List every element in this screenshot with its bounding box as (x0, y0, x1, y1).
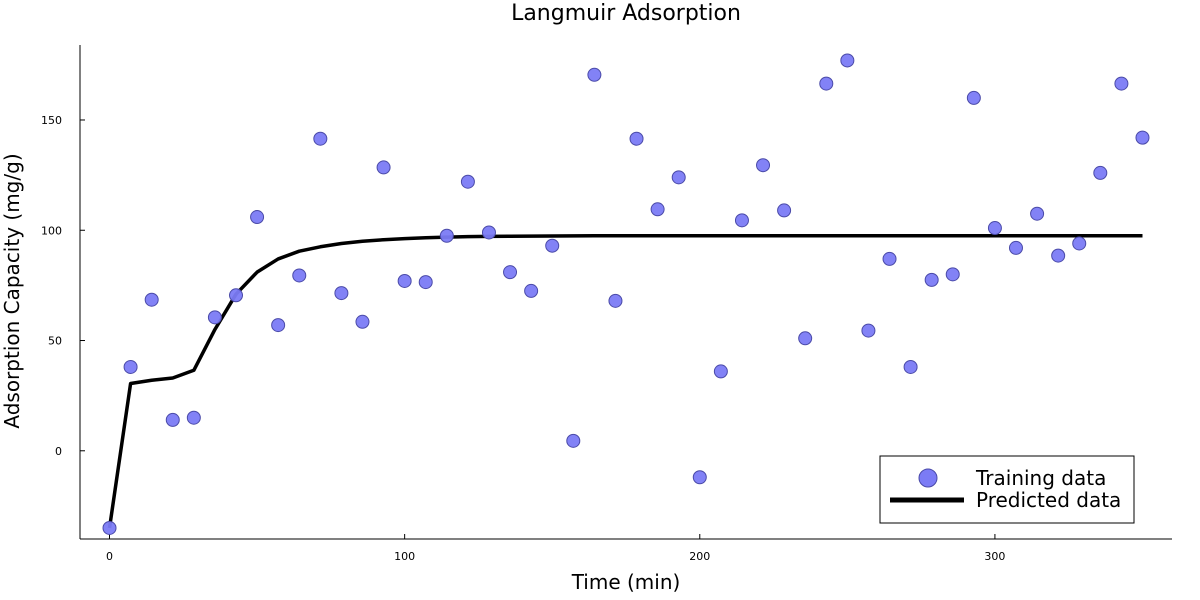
training-data-point (1135, 130, 1150, 145)
training-data-point (587, 67, 602, 82)
training-data-point (481, 225, 496, 240)
training-data-point (924, 272, 939, 287)
y-axis-label: Adsorption Capacity (mg/g) (0, 153, 24, 428)
training-data-point (460, 174, 475, 189)
training-data-point (545, 238, 560, 253)
training-data-point (207, 310, 222, 325)
training-data-point (376, 160, 391, 175)
x-tick-label: 0 (106, 550, 113, 563)
x-ticks: 0 100 200 300 (106, 534, 1005, 563)
training-data-point (123, 359, 138, 374)
legend: Training data Predicted data (879, 455, 1135, 524)
y-tick-label: 100 (41, 224, 62, 237)
training-data-point (355, 314, 370, 329)
x-tick-label: 300 (984, 550, 1005, 563)
training-data-point (840, 53, 855, 68)
training-data-point (271, 318, 286, 333)
x-axis-label: Time (min) (571, 570, 681, 594)
training-data-point (819, 76, 834, 91)
training-data-point (1114, 76, 1129, 91)
training-data-point (144, 292, 159, 307)
predicted-data-line (107, 234, 1143, 529)
training-data-point (713, 364, 728, 379)
training-data-point (439, 228, 454, 243)
plot-area (102, 53, 1150, 535)
training-data-point (165, 412, 180, 427)
training-data-point (397, 273, 412, 288)
training-data-point (418, 275, 433, 290)
training-data-point (903, 359, 918, 374)
training-data-point (1008, 240, 1023, 255)
chart-title: Langmuir Adsorption (511, 1, 741, 26)
training-data-point (966, 90, 981, 105)
training-data-point (313, 131, 328, 146)
y-ticks: 0 50 100 150 (41, 114, 85, 458)
legend-label-predicted-data: Predicted data (976, 488, 1121, 512)
training-data-point (629, 131, 644, 146)
y-tick-label: 150 (41, 114, 62, 127)
x-tick-label: 200 (689, 550, 710, 563)
training-data-point (861, 323, 876, 338)
training-data-point (524, 283, 539, 298)
training-data-point (1093, 165, 1108, 180)
y-tick-label: 50 (48, 335, 62, 348)
training-data-point (734, 213, 749, 228)
training-data-point (692, 470, 707, 485)
training-data-point (566, 433, 581, 448)
training-data-point (798, 331, 813, 346)
training-data-point (671, 170, 686, 185)
training-data-point (945, 267, 960, 282)
training-data-point (882, 251, 897, 266)
legend-label-training-data: Training data (975, 466, 1106, 490)
legend-marker-training-data (918, 468, 938, 488)
y-tick-label: 0 (55, 445, 62, 458)
x-tick-label: 100 (394, 550, 415, 563)
training-data-point (229, 288, 244, 303)
training-data-point (987, 221, 1002, 236)
training-data-point (1072, 236, 1087, 251)
training-data-point (777, 203, 792, 218)
training-data-point (102, 520, 117, 535)
training-data-point (1051, 248, 1066, 263)
training-data-point (608, 293, 623, 308)
training-data-point (292, 268, 307, 283)
training-data-point (503, 265, 518, 280)
legend-box (879, 455, 1135, 524)
training-data-point (334, 286, 349, 301)
training-data-point (250, 210, 265, 225)
training-data-point (756, 158, 771, 173)
training-data-point (186, 410, 201, 425)
training-data-point (1030, 206, 1045, 221)
training-data-point (650, 202, 665, 217)
